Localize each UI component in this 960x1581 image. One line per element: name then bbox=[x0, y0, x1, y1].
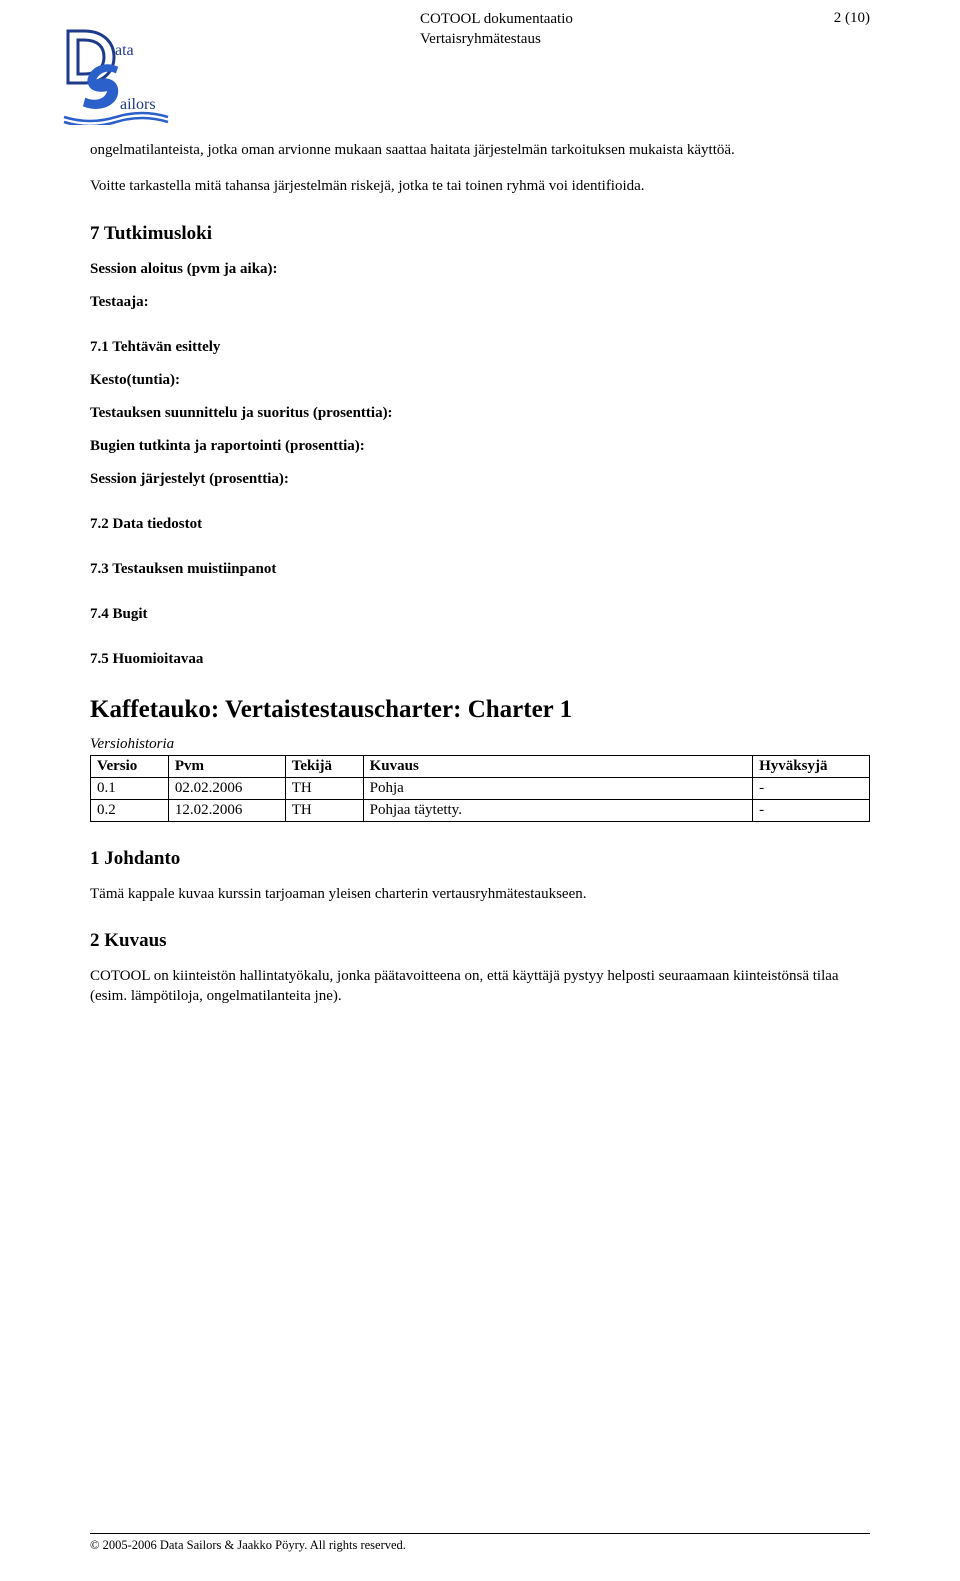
kaffetauko-title: Kaffetauko: Vertaistestauscharter: Chart… bbox=[90, 696, 870, 724]
versiohistoria-table: Versio Pvm Tekijä Kuvaus Hyväksyjä 0.1 0… bbox=[90, 755, 870, 822]
cell: 02.02.2006 bbox=[168, 777, 285, 799]
cell: 12.02.2006 bbox=[168, 799, 285, 821]
cell: Pohja bbox=[363, 777, 753, 799]
versiohistoria-label: Versiohistoria bbox=[90, 736, 870, 753]
testaus-suunn-label: Testauksen suunnittelu ja suoritus (pros… bbox=[90, 405, 870, 422]
section-1-title: 1 Johdanto bbox=[90, 848, 870, 870]
cell: 0.2 bbox=[91, 799, 169, 821]
svg-text:ailors: ailors bbox=[120, 96, 156, 113]
session-aloitus-label: Session aloitus (pvm ja aika): bbox=[90, 261, 870, 278]
table-header-row: Versio Pvm Tekijä Kuvaus Hyväksyjä bbox=[91, 755, 870, 777]
session-jarj-label: Session järjestelyt (prosenttia): bbox=[90, 471, 870, 488]
svg-text:ata: ata bbox=[115, 42, 134, 59]
section-7-3-title: 7.3 Testauksen muistiinpanot bbox=[90, 561, 870, 578]
header-title: COTOOL dokumentaatio Vertaisryhmätestaus bbox=[420, 10, 573, 49]
cell: Pohjaa täytetty. bbox=[363, 799, 753, 821]
document-page: ata ailors COTOOL dokumentaatio Vertaisr… bbox=[0, 0, 960, 1581]
cell: - bbox=[753, 777, 870, 799]
cell: TH bbox=[285, 799, 363, 821]
page-header: ata ailors COTOOL dokumentaatio Vertaisr… bbox=[90, 10, 870, 130]
footer-rule bbox=[90, 1533, 870, 1534]
section-7-2-title: 7.2 Data tiedostot bbox=[90, 516, 870, 533]
header-title-line2: Vertaisryhmätestaus bbox=[420, 30, 573, 50]
section-7-4-title: 7.4 Bugit bbox=[90, 606, 870, 623]
footer-text: © 2005-2006 Data Sailors & Jaakko Pöyry.… bbox=[90, 1538, 870, 1553]
page-footer: © 2005-2006 Data Sailors & Jaakko Pöyry.… bbox=[90, 1529, 870, 1553]
cell: TH bbox=[285, 777, 363, 799]
col-hyvaksyja: Hyväksyjä bbox=[753, 755, 870, 777]
table-row: 0.1 02.02.2006 TH Pohja - bbox=[91, 777, 870, 799]
section-7-title: 7 Tutkimusloki bbox=[90, 223, 870, 245]
intro-para2: Voitte tarkastella mitä tahansa järjeste… bbox=[90, 176, 870, 196]
bugien-label: Bugien tutkinta ja raportointi (prosentt… bbox=[90, 438, 870, 455]
kesto-label: Kesto(tuntia): bbox=[90, 372, 870, 389]
intro-para1: ongelmatilanteista, jotka oman arvionne … bbox=[90, 140, 870, 160]
col-kuvaus: Kuvaus bbox=[363, 755, 753, 777]
col-versio: Versio bbox=[91, 755, 169, 777]
page-indicator: 2 (10) bbox=[834, 10, 870, 27]
cell: - bbox=[753, 799, 870, 821]
testaaja-label: Testaaja: bbox=[90, 294, 870, 311]
table-row: 0.2 12.02.2006 TH Pohjaa täytetty. - bbox=[91, 799, 870, 821]
section-7-5-title: 7.5 Huomioitavaa bbox=[90, 651, 870, 668]
section-2-text: COTOOL on kiinteistön hallintatyökalu, j… bbox=[90, 966, 870, 1007]
header-title-line1: COTOOL dokumentaatio bbox=[420, 10, 573, 30]
cell: 0.1 bbox=[91, 777, 169, 799]
section-7-1-title: 7.1 Tehtävän esittely bbox=[90, 339, 870, 356]
col-tekija: Tekijä bbox=[285, 755, 363, 777]
section-1-text: Tämä kappale kuvaa kurssin tarjoaman yle… bbox=[90, 884, 870, 904]
section-2-title: 2 Kuvaus bbox=[90, 930, 870, 952]
logo: ata ailors bbox=[60, 25, 180, 125]
col-pvm: Pvm bbox=[168, 755, 285, 777]
